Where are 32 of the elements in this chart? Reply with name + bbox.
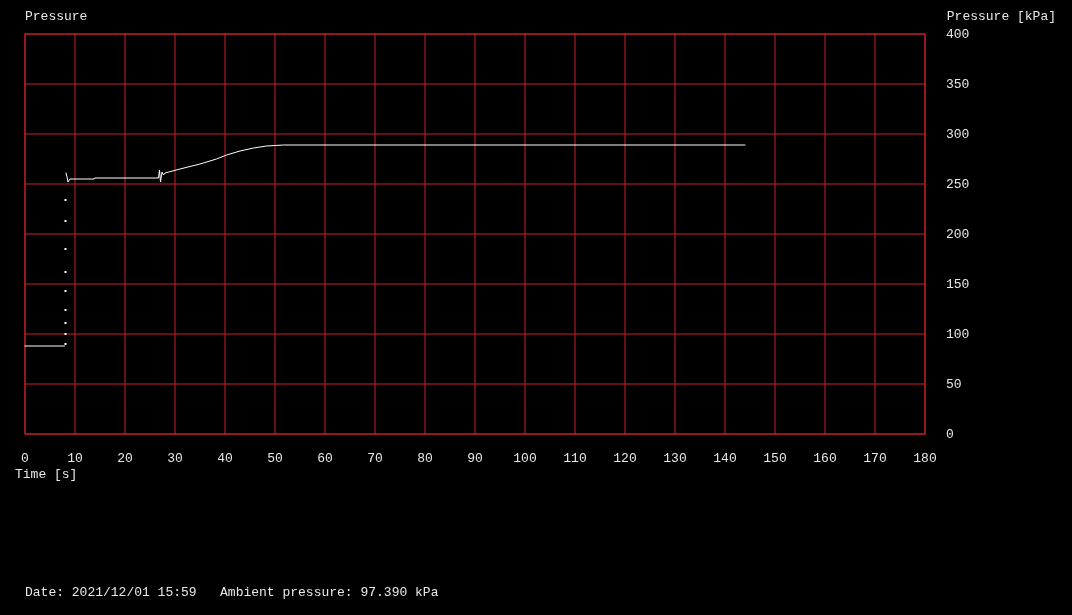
x-tick-label: 160 [813,451,837,466]
x-tick-label: 0 [21,451,29,466]
y-tick-label: 300 [946,126,970,142]
y-tick-label: 100 [946,326,970,342]
x-tick-label: 170 [863,451,887,466]
x-tick-label: 70 [367,451,383,466]
x-tick-label: 130 [663,451,687,466]
x-tick-label: 40 [217,451,233,466]
x-axis-title: Time [s] [15,467,78,482]
y-tick-label: 400 [946,26,970,42]
text: Date: 2021/12/01 15:59 Ambient pressure: 97.390 kPa [25,585,439,600]
x-tick-label: 100 [513,451,537,466]
x-tick-label: 50 [267,451,283,466]
x-tick-label: 80 [417,451,433,466]
x-tick-label: 30 [167,451,183,466]
x-tick-label: 60 [317,451,333,466]
x-tick-label: 150 [763,451,787,466]
x-tick-label: 180 [913,451,937,466]
chart-title: Pressure [25,9,88,24]
y-tick-label: 150 [946,276,970,292]
x-tick-label: 90 [467,451,483,466]
y-tick-label: 0 [946,426,954,442]
y-tick-label: 350 [946,76,970,92]
y-tick-label: 250 [946,176,970,192]
x-tick-label: 140 [713,451,737,466]
y-tick-label: 200 [946,226,970,242]
y-axis-title: Pressure [kPa] [946,9,1056,24]
x-tick-label: 120 [613,451,637,466]
x-tick-label: 10 [67,451,83,466]
x-tick-label: 20 [117,451,133,466]
x-tick-label: 110 [563,451,587,466]
y-tick-label: 50 [946,376,962,392]
